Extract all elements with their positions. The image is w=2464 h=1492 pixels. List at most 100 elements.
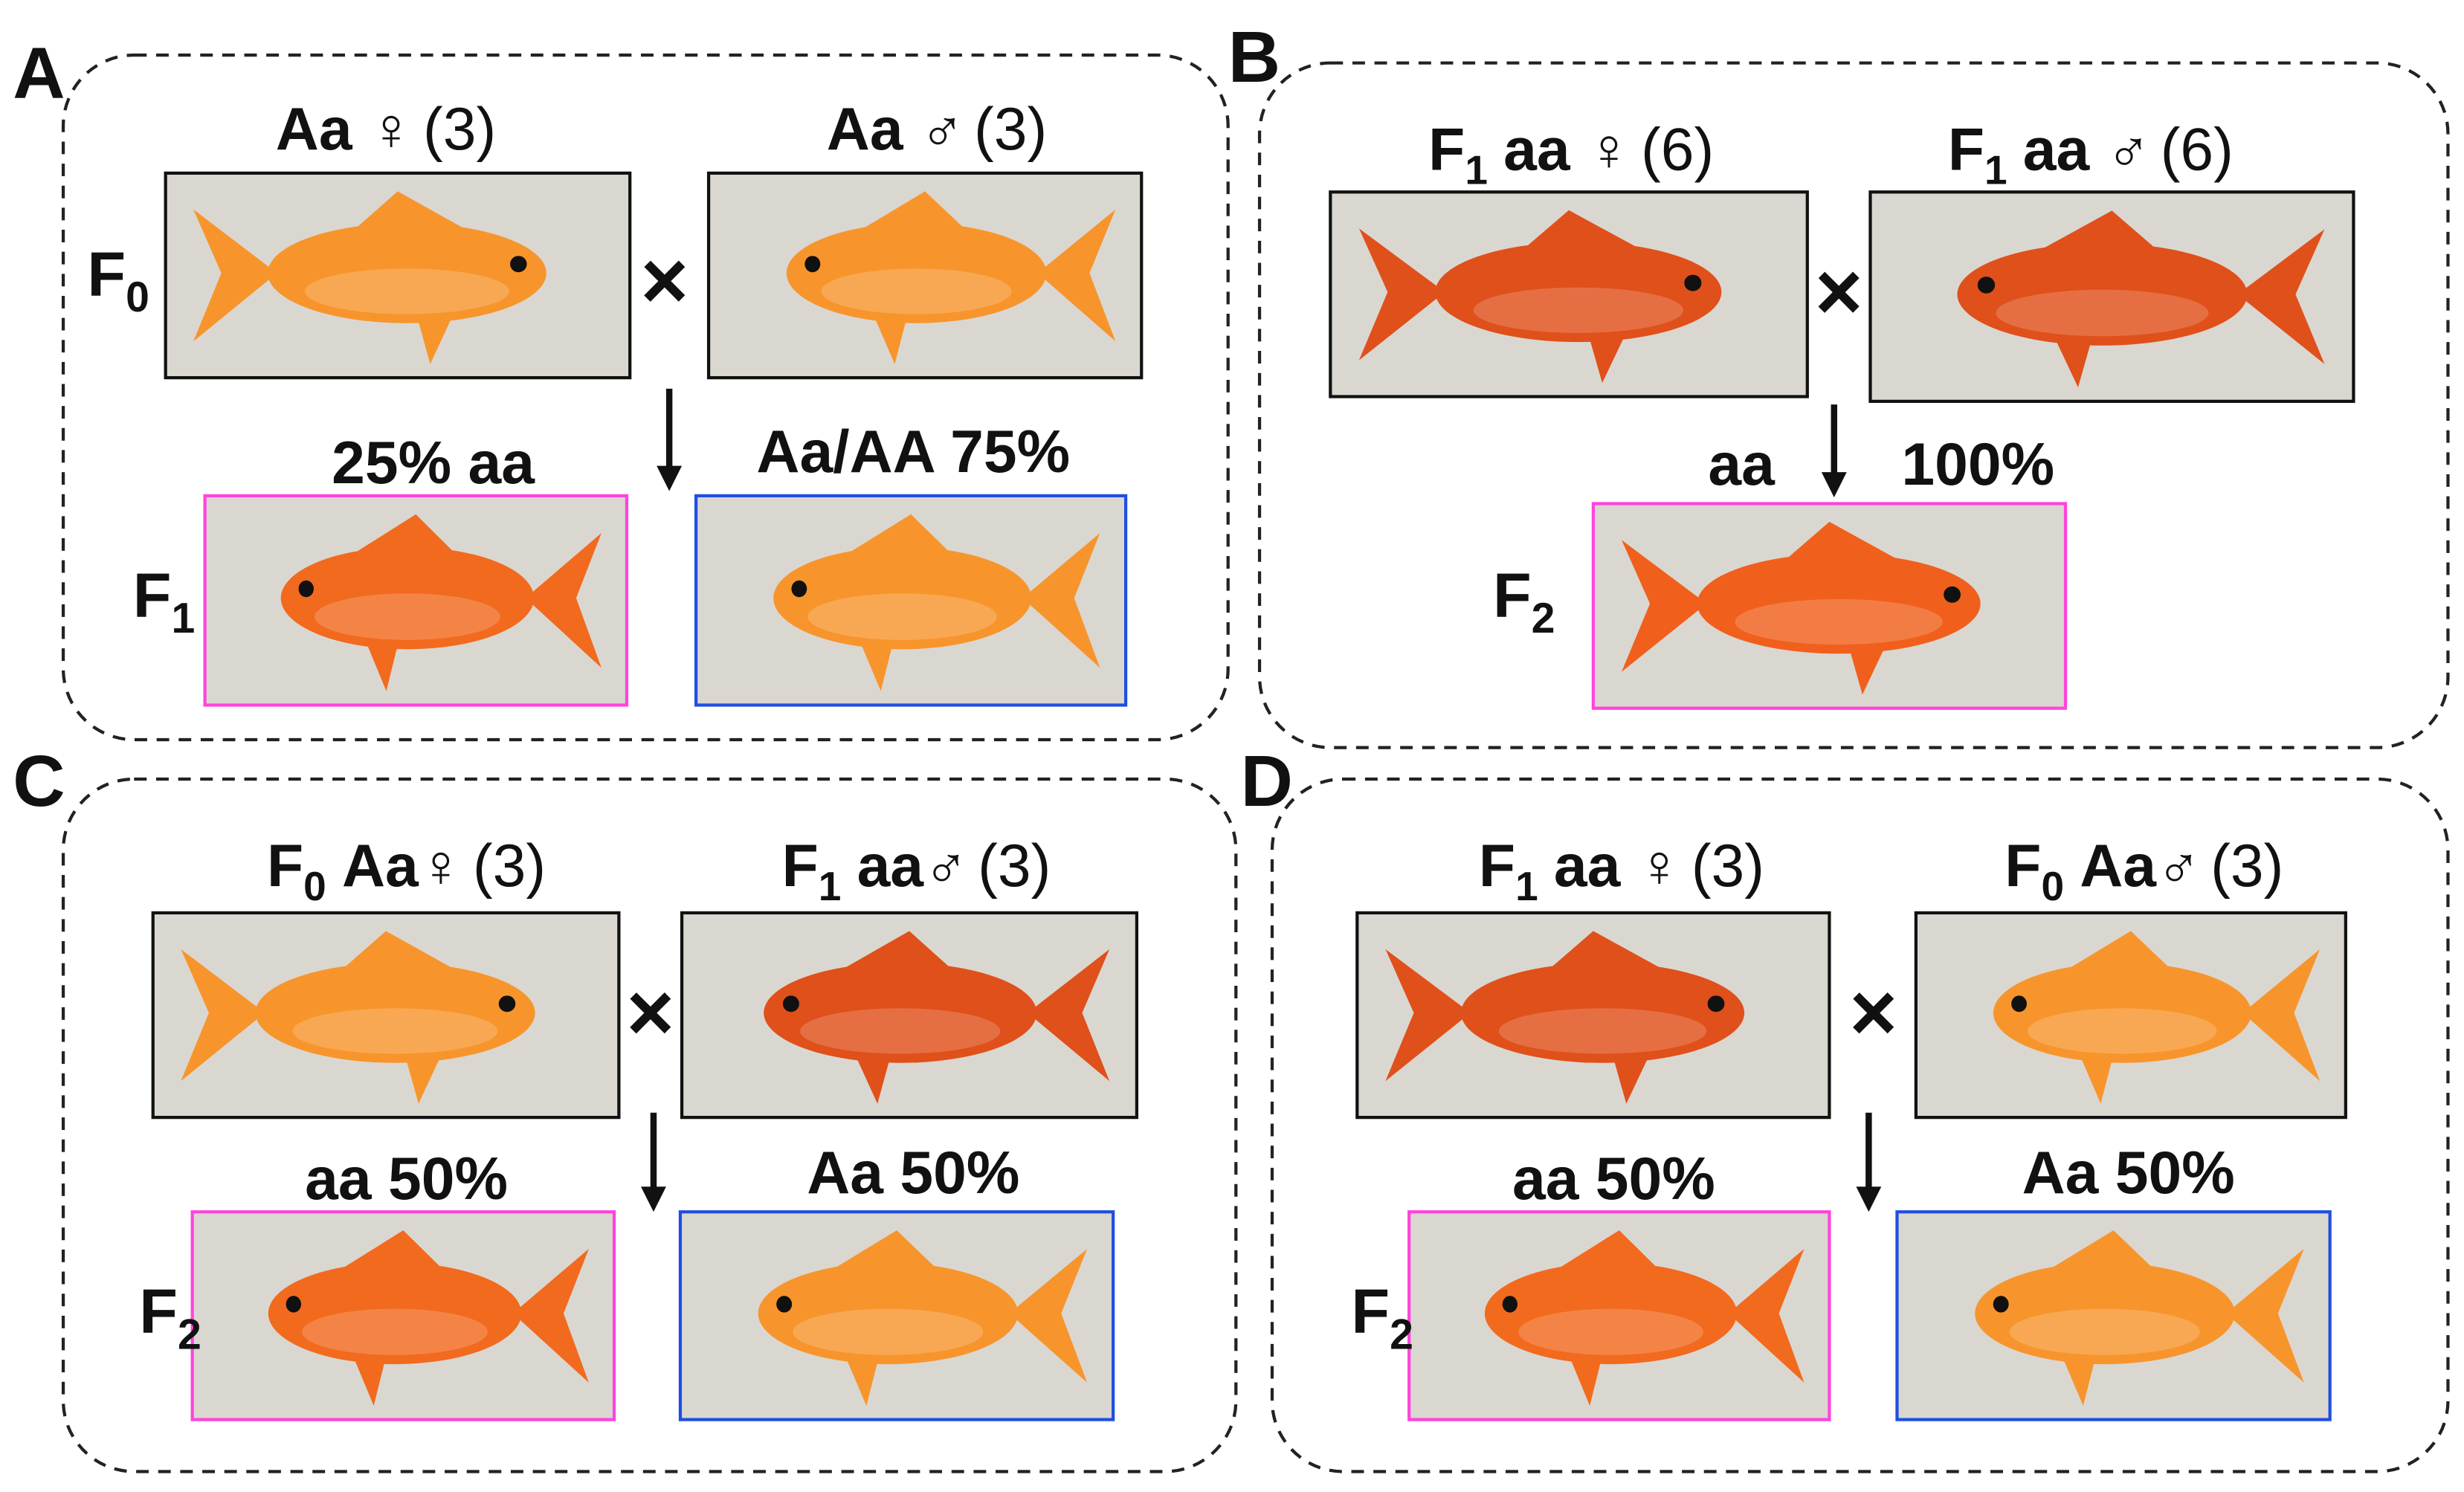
- fish-tail: [1037, 209, 1116, 342]
- fish-belly: [800, 1008, 1001, 1054]
- label-count: (3): [473, 833, 546, 900]
- fish-body: [1975, 1262, 2235, 1365]
- fish-eye: [1502, 1296, 1518, 1313]
- cross-sign: ×: [1815, 246, 1862, 338]
- fish-eye: [2011, 995, 2027, 1013]
- arrow-head: [641, 1186, 666, 1212]
- generation-base: F: [1428, 117, 1465, 184]
- fish-tail: [1385, 949, 1471, 1082]
- fish-tail: [1358, 228, 1445, 361]
- fish-belly: [821, 268, 1012, 314]
- offspring-label: aa 100%: [1708, 431, 2054, 498]
- panel-frame: [1270, 777, 2450, 1473]
- panel-letter: A: [13, 32, 65, 113]
- fish-belly: [793, 1308, 984, 1355]
- fish-body: [255, 963, 535, 1063]
- offspring-label: Aa/AA 75%: [756, 419, 1070, 485]
- parent-label: F1 aa♂ (3): [782, 833, 1051, 909]
- fish-belly: [302, 1308, 488, 1355]
- label-text: Aa ♀: [276, 96, 414, 163]
- fish-tail: [525, 532, 602, 668]
- fish-belly: [807, 593, 997, 640]
- fish-fin: [851, 514, 954, 557]
- generation-sub: 2: [1532, 595, 1555, 642]
- fish-eye: [776, 1296, 793, 1313]
- fish-body: [786, 223, 1047, 323]
- fish-eye: [1993, 1296, 2009, 1313]
- fish-eye: [1977, 277, 1996, 294]
- fish-tail: [1728, 1248, 1805, 1383]
- fish-fin: [352, 1354, 387, 1406]
- fish-belly: [2009, 1308, 2201, 1355]
- fish-fin: [836, 1230, 941, 1272]
- cross-sign: ×: [641, 235, 688, 326]
- fish-tail: [2237, 229, 2325, 364]
- generation-sub: 1: [819, 863, 842, 909]
- parent-generation: F0: [87, 239, 149, 321]
- offspring-label: Aa 50%: [807, 1140, 1019, 1207]
- fish-body: [280, 546, 535, 650]
- parent-label: F1 aa ♀ (6): [1428, 117, 1714, 193]
- fish-fin: [864, 191, 969, 233]
- generation-sub: 0: [303, 863, 326, 909]
- label-text: Aa ♂: [827, 96, 965, 163]
- label-text: aa ♀: [1554, 833, 1682, 900]
- fish: [1975, 1230, 2304, 1406]
- fish-fin: [854, 1053, 891, 1104]
- fish: [764, 931, 1110, 1104]
- fish: [1621, 521, 1981, 695]
- generation-base: F: [1948, 117, 1984, 184]
- fish: [193, 191, 546, 364]
- generation-sub: 1: [172, 595, 196, 642]
- fish-fin: [2044, 210, 2161, 253]
- fish-fin: [2079, 1053, 2114, 1104]
- parent-label: F0 Aa♀ (3): [267, 833, 546, 909]
- generation-sub: 1: [1515, 863, 1538, 909]
- generation-base: F: [782, 833, 819, 900]
- arrow-head: [1821, 472, 1847, 497]
- parent-label: F1 aa ♀ (3): [1479, 833, 1764, 909]
- fish: [1484, 1230, 1805, 1406]
- fish-fin: [1781, 521, 1896, 563]
- label-count: (6): [2161, 117, 2234, 184]
- fish-fin: [2054, 336, 2093, 388]
- fish-belly: [315, 593, 500, 640]
- fish-tail: [193, 209, 277, 342]
- generation-base: F: [1493, 560, 1532, 630]
- fish-fin: [1587, 332, 1627, 384]
- generation-base: F: [2005, 833, 2041, 900]
- fish-eye: [804, 256, 821, 273]
- generation-sub: 0: [126, 274, 149, 321]
- fish-tail: [1022, 532, 1100, 668]
- fish-eye: [298, 580, 314, 598]
- fish-belly: [1735, 598, 1943, 645]
- fish-fin: [2053, 1230, 2157, 1272]
- offspring-generation: F1: [133, 560, 196, 642]
- generation-sub: 0: [2041, 863, 2064, 909]
- fish-fin: [845, 931, 955, 972]
- fish-fin: [1612, 1053, 1651, 1104]
- fish-fin: [859, 639, 894, 691]
- offspring-label: Aa 50%: [2022, 1140, 2235, 1207]
- parent-label: F0 Aa♂ (3): [2005, 833, 2283, 909]
- fish-body: [764, 963, 1037, 1063]
- fish-body: [1957, 243, 2248, 346]
- offspring-generation: F2: [139, 1276, 201, 1358]
- fish-fin: [1568, 1354, 1603, 1406]
- offspring-generation: F2: [1493, 560, 1555, 642]
- offspring-label: 25% aa: [332, 430, 535, 497]
- panel-letter: D: [1241, 740, 1293, 821]
- cross-sign: ×: [627, 966, 674, 1058]
- fish-body: [1697, 553, 1981, 654]
- label-count: (3): [1691, 833, 1764, 900]
- generation-sub: 1: [1984, 147, 2007, 193]
- fish-eye: [286, 1296, 302, 1313]
- fish-belly: [292, 1008, 498, 1054]
- fish-tail: [2242, 949, 2321, 1082]
- arrow-head: [657, 465, 683, 491]
- fish-tail: [2225, 1248, 2304, 1383]
- fish-body: [758, 1262, 1019, 1365]
- fish-body: [773, 546, 1031, 650]
- generation-base: F: [133, 560, 172, 630]
- generation-base: F: [267, 833, 303, 900]
